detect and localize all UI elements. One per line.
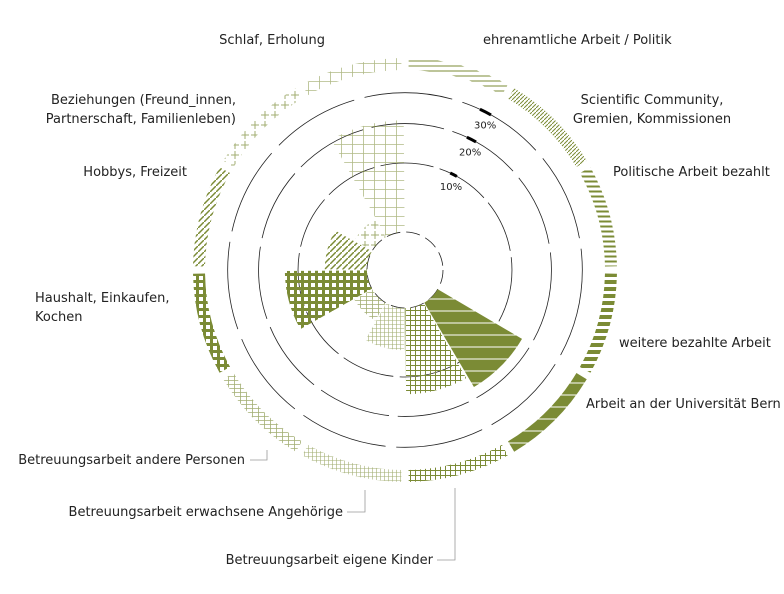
label-line: Gremien, Kommissionen xyxy=(573,112,731,127)
category-label: Hobbys, Freizeit xyxy=(83,165,187,180)
wedge xyxy=(424,237,438,251)
label-line: Kochen xyxy=(35,310,82,325)
wedge xyxy=(405,232,424,237)
label-line: Partnerschaft, Familienleben) xyxy=(46,112,236,127)
category-label: Arbeit an der Universität Bern xyxy=(586,397,781,412)
legend-ring-segment xyxy=(193,167,231,267)
wedge xyxy=(354,219,386,251)
leader-line xyxy=(437,488,456,561)
wedge xyxy=(284,270,372,330)
label-line: Betreuungsarbeit erwachsene Angehörige xyxy=(69,505,343,520)
label-line: Betreuungsarbeit eigene Kinder xyxy=(226,553,434,568)
legend-ring-segment xyxy=(508,88,587,167)
category-label: Politische Arbeit bezahlt xyxy=(613,165,770,180)
label-line: Beziehungen (Freund_innen, xyxy=(51,93,236,108)
wedge xyxy=(331,120,405,237)
label-line: Haushalt, Einkaufen, xyxy=(35,291,169,306)
category-label: weitere bezahlte Arbeit xyxy=(619,336,771,351)
category-label: Haushalt, Einkaufen, Kochen xyxy=(35,291,169,325)
grid-ring xyxy=(297,162,513,378)
legend-ring-segment xyxy=(408,58,508,96)
tick-label: 10% xyxy=(440,182,462,193)
tick-label: 20% xyxy=(459,147,481,158)
tick-mark xyxy=(479,107,492,117)
wedge xyxy=(365,303,405,351)
legend-ring-segment xyxy=(193,273,231,373)
wedge xyxy=(438,251,443,270)
category-label: ehrenamtliche Arbeit / Politik xyxy=(483,33,672,48)
leader-line xyxy=(347,490,366,513)
legend-ring-segment xyxy=(508,373,587,452)
legend-ring-segment xyxy=(579,167,617,267)
label-line: ehrenamtliche Arbeit / Politik xyxy=(483,33,672,48)
wedge xyxy=(354,289,386,321)
legend-ring-segment xyxy=(223,373,302,452)
wedge xyxy=(438,270,443,289)
label-line: weitere bezahlte Arbeit xyxy=(619,336,771,351)
legend-ring-segment xyxy=(223,88,302,167)
wedge xyxy=(424,289,523,388)
grid-ring xyxy=(227,92,583,448)
legend-ring-segment xyxy=(579,273,617,373)
wedge xyxy=(405,303,467,395)
label-line: Politische Arbeit bezahlt xyxy=(613,165,770,180)
category-label: Beziehungen (Freund_innen, Partnerschaft,… xyxy=(46,93,236,127)
wedge xyxy=(324,230,372,270)
legend-ring-segment xyxy=(408,444,508,482)
label-line: Arbeit an der Universität Bern xyxy=(586,397,781,412)
grid-ring xyxy=(258,123,552,417)
category-label: Scientific Community, Gremien, Kommission… xyxy=(573,93,731,127)
leader-line xyxy=(250,450,268,461)
legend-ring-segment xyxy=(302,444,402,482)
legend-ring-segment xyxy=(302,58,402,96)
category-label: Schlaf, Erholung xyxy=(219,33,325,48)
category-label: Betreuungsarbeit eigene Kinder xyxy=(226,553,434,568)
tick-mark xyxy=(449,171,458,178)
tick-mark xyxy=(466,135,477,144)
tick-label: 30% xyxy=(474,120,496,131)
inner-ring xyxy=(366,231,444,309)
label-line: Hobbys, Freizeit xyxy=(83,165,187,180)
category-label: Betreuungsarbeit erwachsene Angehörige xyxy=(69,505,343,520)
label-line: Betreuungsarbeit andere Personen xyxy=(18,453,245,468)
label-line: Schlaf, Erholung xyxy=(219,33,325,48)
category-label: Betreuungsarbeit andere Personen xyxy=(18,453,245,468)
label-line: Scientific Community, xyxy=(581,93,724,108)
